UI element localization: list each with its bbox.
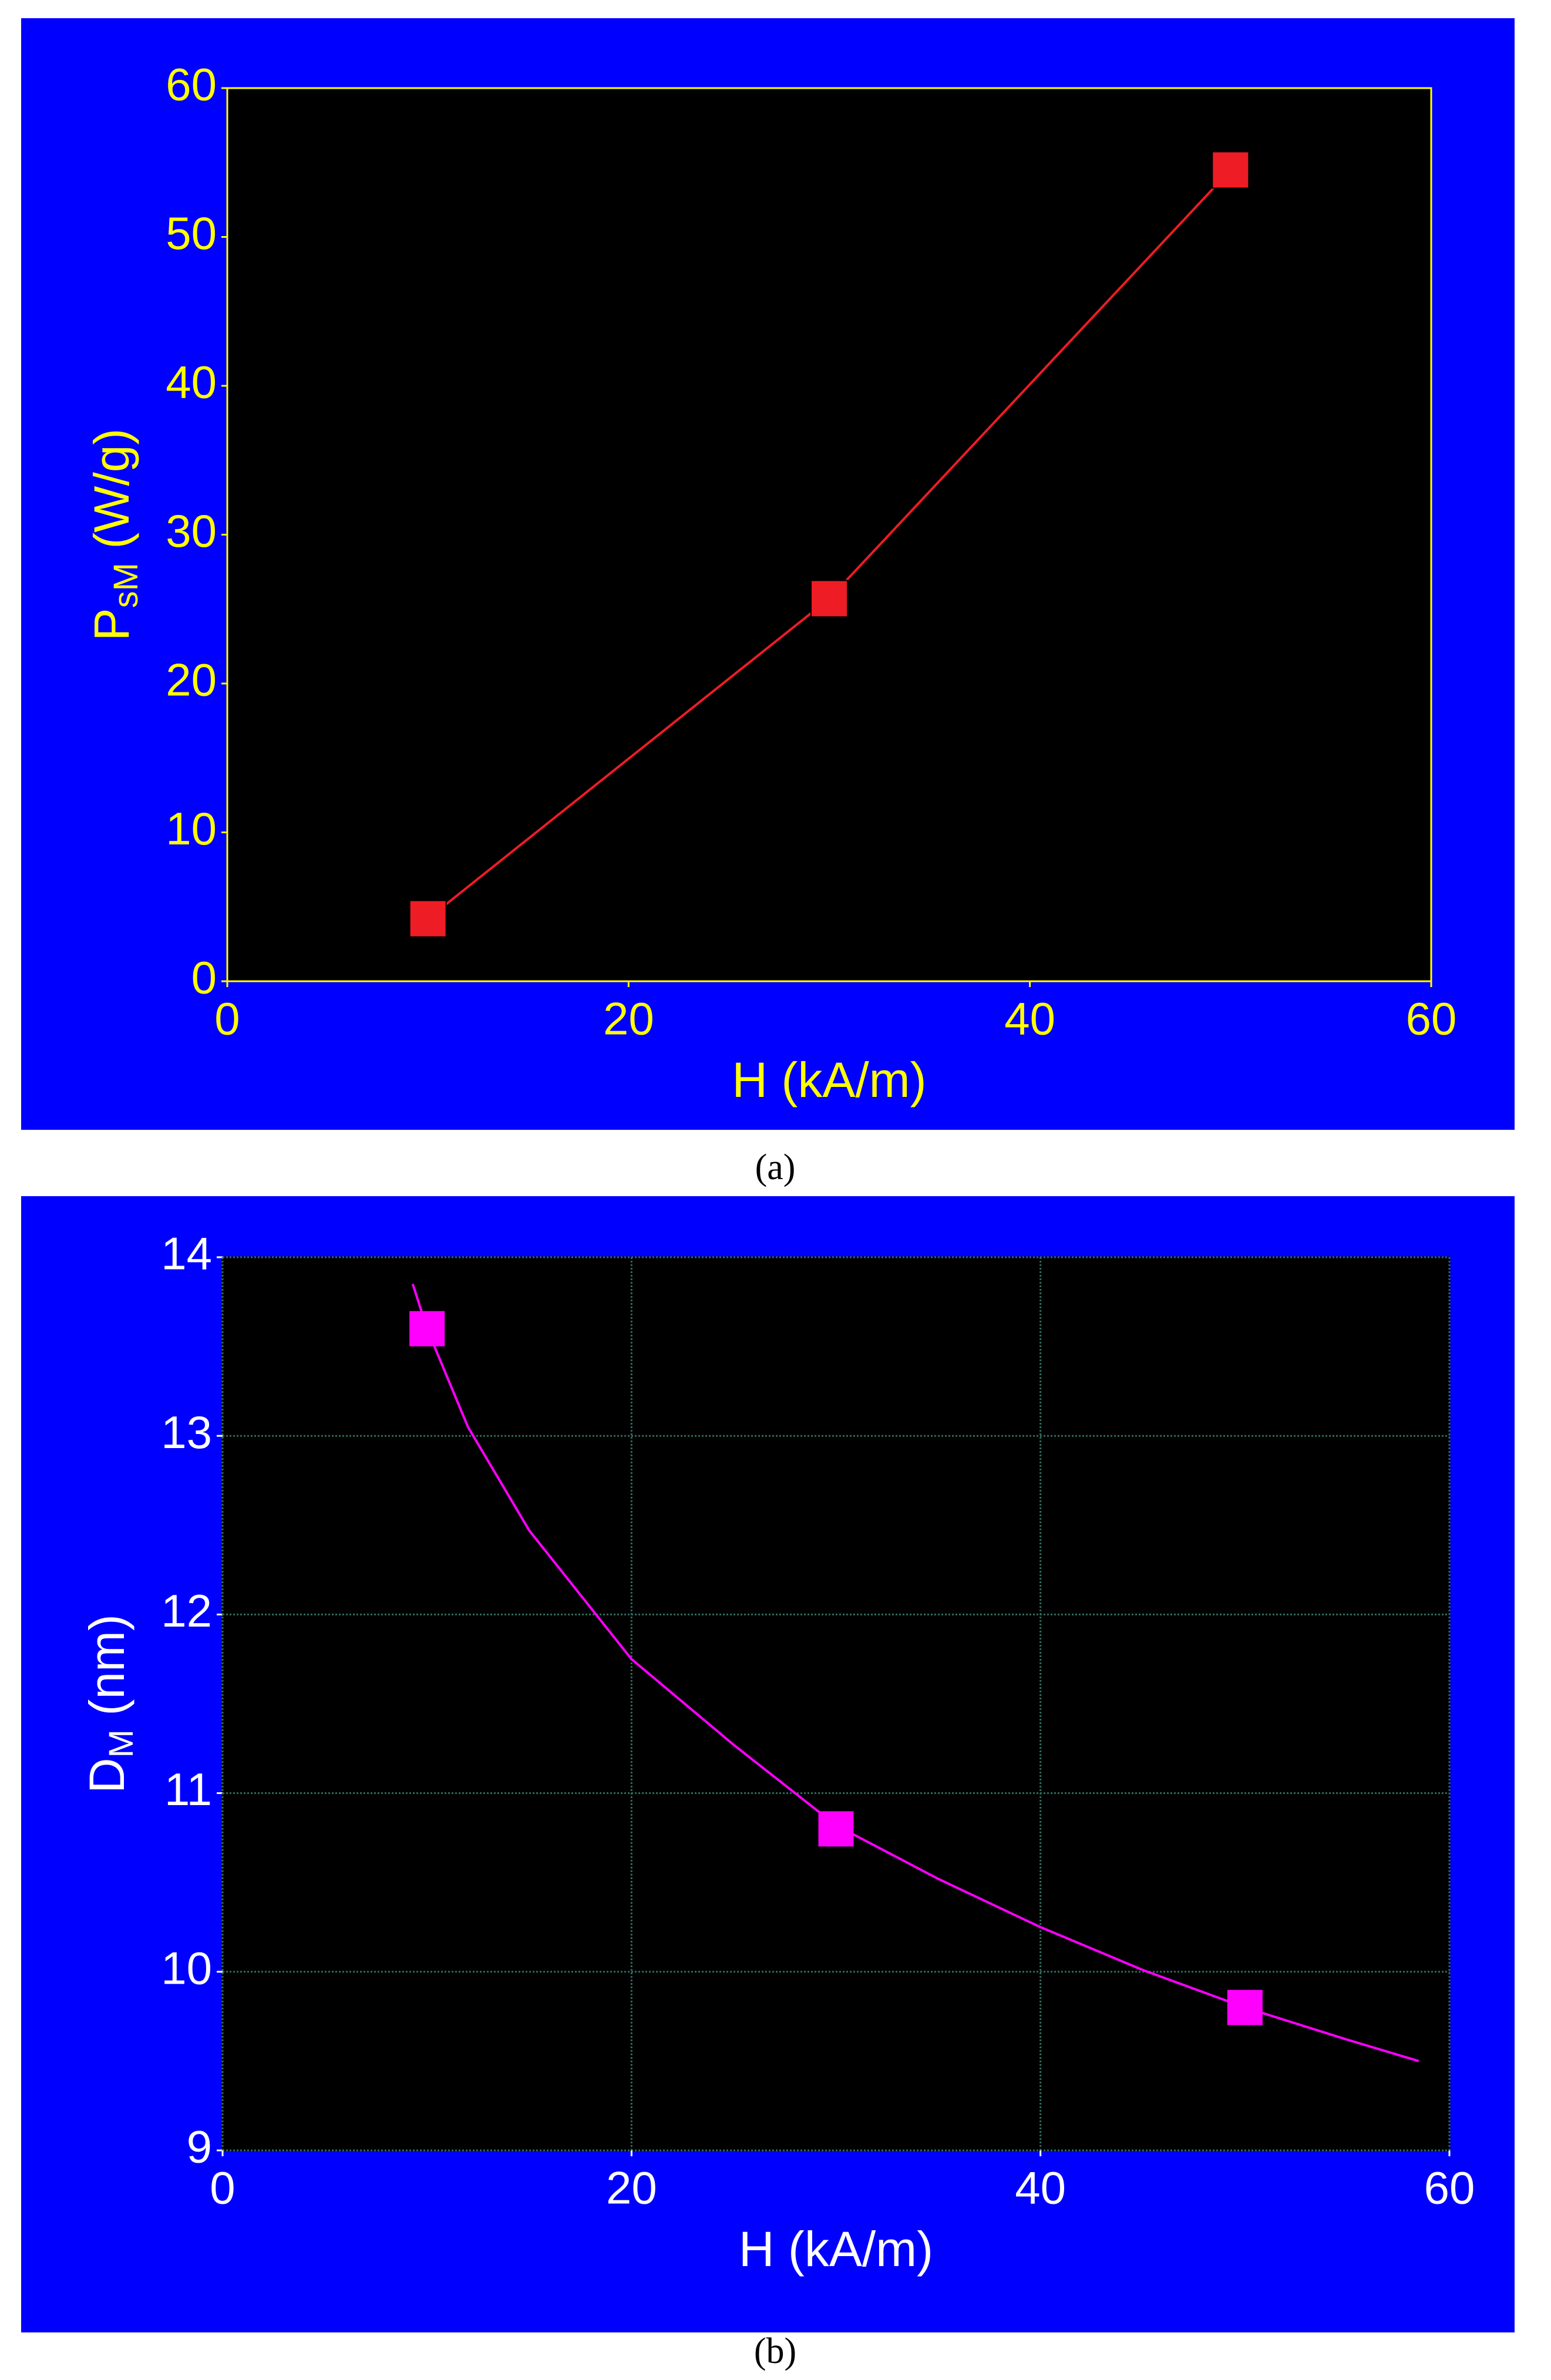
y-tick-label: 14: [161, 1228, 212, 1280]
y-tick-label: 20: [166, 654, 217, 706]
y-tick-label: 0: [191, 952, 217, 1004]
caption: (a): [755, 1147, 796, 1187]
x-tick-label: 0: [214, 993, 240, 1045]
y-tick-label: 30: [166, 505, 217, 557]
marker: [810, 580, 848, 618]
y-axis-label-main: P: [84, 608, 139, 641]
x-tick-label: 20: [603, 993, 654, 1045]
y-tick-label: 10: [166, 803, 217, 854]
y-tick-label: 40: [166, 356, 217, 408]
y-axis-label-rest: (nm): [79, 1614, 134, 1729]
y-axis-label-rest: (W/g): [84, 429, 139, 563]
plot-area: [221, 1256, 1451, 2152]
caption: (b): [754, 2331, 796, 2371]
y-axis-label: DM (nm): [79, 1614, 140, 1793]
x-tick-label: 40: [1015, 2162, 1066, 2214]
y-tick-label: 10: [161, 1942, 212, 1994]
y-axis-label-sub: sM: [107, 563, 145, 608]
y-axis-label: PsM (W/g): [84, 429, 145, 641]
y-axis-label-main: D: [79, 1758, 134, 1793]
y-tick-label: 11: [164, 1763, 212, 1815]
y-tick-label: 60: [166, 59, 217, 110]
y-tick-label: 12: [161, 1585, 212, 1637]
x-tick-label: 60: [1406, 993, 1457, 1045]
x-tick-label: 20: [606, 2162, 657, 2214]
y-tick-label: 50: [166, 207, 217, 259]
series-line: [411, 1284, 1419, 2062]
marker: [1212, 151, 1250, 189]
x-tick-label: 60: [1424, 2162, 1475, 2214]
chart: 0 10 20 30 40 50 60 0 20 40 60 H (kA/m) PsM (W/g): [21, 18, 1515, 1130]
x-tick-label: 40: [1004, 993, 1055, 1045]
chart: 9 10 11 12 13 14 0 20 40 60 H (kA/m) DM (nm): [21, 1196, 1515, 2332]
y-axis-label-sub: M: [102, 1729, 140, 1758]
y-tick-label: 9: [187, 2121, 212, 2173]
plot-area: [226, 87, 1432, 982]
y-tick-label: 13: [161, 1406, 212, 1458]
x-tick-label: 0: [210, 2162, 235, 2214]
marker: [409, 900, 447, 938]
x-axis-label: H (kA/m): [739, 2221, 933, 2277]
x-axis-label: H (kA/m): [732, 1052, 926, 1107]
